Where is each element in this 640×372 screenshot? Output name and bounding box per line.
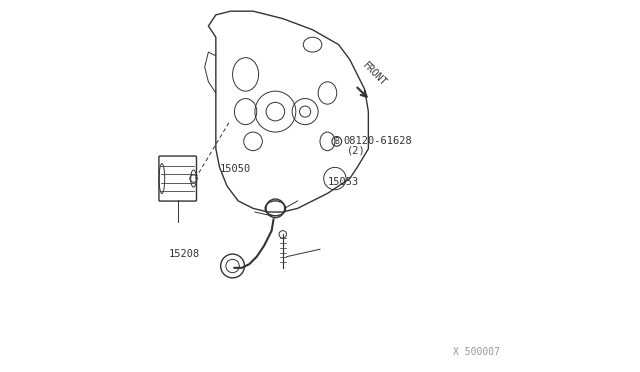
Text: 15050: 15050 <box>220 164 251 174</box>
Text: 15053: 15053 <box>328 177 358 187</box>
Text: FRONT: FRONT <box>360 61 388 88</box>
Text: X 500007: X 500007 <box>452 347 500 357</box>
Text: (2): (2) <box>347 146 365 155</box>
Text: 08120-61628: 08120-61628 <box>343 137 412 146</box>
Text: 15208: 15208 <box>168 249 200 259</box>
Text: B: B <box>335 137 339 146</box>
